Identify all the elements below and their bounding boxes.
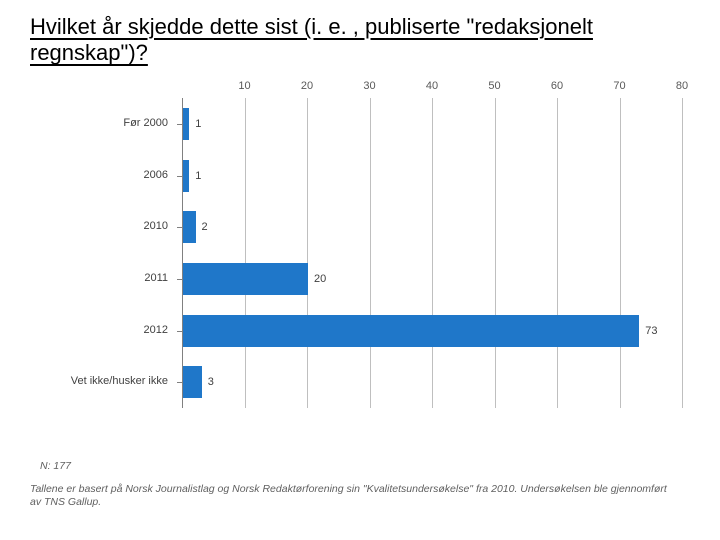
y-tick-mark bbox=[177, 279, 182, 280]
bar-value-label: 2 bbox=[202, 221, 208, 233]
bar bbox=[183, 366, 202, 398]
category-label: 2010 bbox=[30, 220, 168, 232]
bar-value-label: 73 bbox=[645, 325, 657, 337]
x-tick-label: 80 bbox=[676, 80, 688, 92]
y-tick-mark bbox=[177, 382, 182, 383]
category-label: Før 2000 bbox=[30, 117, 168, 129]
bar bbox=[183, 211, 196, 243]
bar-value-label: 1 bbox=[195, 170, 201, 182]
footnote-text: Tallene er basert på Norsk Journalistlag… bbox=[30, 483, 670, 510]
bar bbox=[183, 263, 308, 295]
y-tick-mark bbox=[177, 176, 182, 177]
x-tick-label: 30 bbox=[363, 80, 375, 92]
y-tick-mark bbox=[177, 227, 182, 228]
x-tick-label: 70 bbox=[613, 80, 625, 92]
bar bbox=[183, 108, 189, 140]
category-label: 2006 bbox=[30, 169, 168, 181]
bar-value-label: 3 bbox=[208, 376, 214, 388]
bar bbox=[183, 160, 189, 192]
x-tick-label: 60 bbox=[551, 80, 563, 92]
x-axis-labels: 10 20 30 40 50 60 70 80 bbox=[30, 80, 690, 98]
bar-value-label: 20 bbox=[314, 273, 326, 285]
x-tick-label: 20 bbox=[301, 80, 313, 92]
bar-value-label: 1 bbox=[195, 118, 201, 130]
footnote-n: N: 177 bbox=[40, 460, 71, 472]
bar bbox=[183, 315, 639, 347]
category-label: 2011 bbox=[30, 272, 168, 284]
x-tick-label: 50 bbox=[488, 80, 500, 92]
chart: 10 20 30 40 50 60 70 80 Før 2000 1 2006 1 2010 2 2011… bbox=[30, 80, 690, 420]
category-label: Vet ikke/husker ikke bbox=[30, 375, 168, 387]
x-tick-label: 10 bbox=[238, 80, 250, 92]
y-tick-mark bbox=[177, 124, 182, 125]
y-tick-mark bbox=[177, 331, 182, 332]
x-tick-label: 40 bbox=[426, 80, 438, 92]
bars-container: Før 2000 1 2006 1 2010 2 2011 20 2012 73 Vet ikke/… bbox=[30, 98, 720, 408]
category-label: 2012 bbox=[30, 324, 168, 336]
slide: Hvilket år skjedde dette sist (i. e. , p… bbox=[0, 0, 720, 540]
slide-title: Hvilket år skjedde dette sist (i. e. , p… bbox=[30, 14, 670, 67]
